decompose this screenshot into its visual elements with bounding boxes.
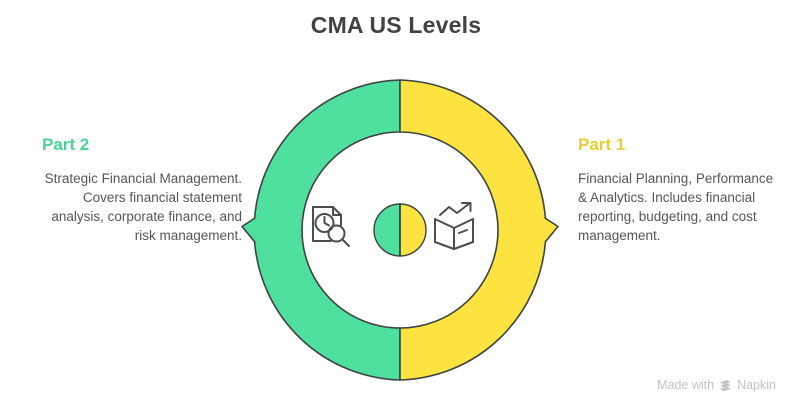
right-section: Part 1 Financial Planning, Performance &… — [578, 135, 778, 245]
left-section: Part 2 Strategic Financial Management. C… — [42, 135, 242, 245]
napkin-chevron-logo — [719, 379, 732, 392]
left-section-heading: Part 2 — [42, 135, 90, 154]
watermark: Made with Napkin — [657, 378, 776, 392]
donut-segment-part1 — [399, 79, 559, 381]
watermark-brand: Napkin — [737, 378, 776, 392]
left-section-body: Strategic Financial Management. Covers f… — [44, 170, 242, 244]
document-clock-search-icon — [312, 206, 350, 247]
page-title: CMA US Levels — [310, 12, 482, 38]
right-section-body: Financial Planning, Performance & Analyt… — [578, 170, 774, 244]
right-section-heading: Part 1 — [578, 135, 626, 154]
center-split-circle — [373, 203, 427, 257]
donut-diagram — [236, 66, 564, 394]
watermark-prefix: Made with — [657, 378, 715, 392]
donut-segment-part2 — [241, 79, 401, 381]
open-book-growth-arrow-icon — [434, 202, 474, 250]
